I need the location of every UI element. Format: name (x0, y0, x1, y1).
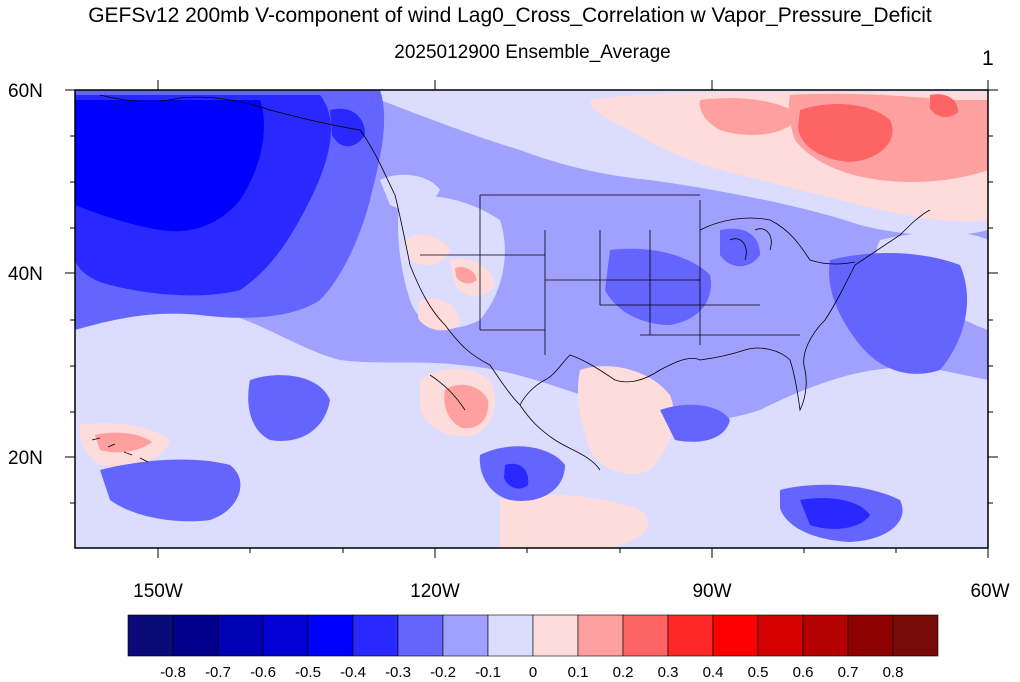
colorbar-label: 0.2 (613, 664, 634, 681)
lon-label-90w: 90W (692, 581, 731, 602)
colorbar-swatch (847, 614, 894, 657)
colorbar-swatch (802, 614, 849, 657)
colorbar-swatch (172, 614, 219, 657)
colorbar-swatch (892, 614, 939, 657)
lon-label-60w: 60W (970, 581, 1009, 602)
plot-title: GEFSv12 200mb V-component of wind Lag0_C… (88, 4, 932, 27)
colorbar-swatch (712, 614, 759, 657)
lon-label-150w: 150W (133, 581, 183, 602)
colorbar-label: 0.1 (568, 664, 589, 681)
colorbar-swatch (622, 614, 669, 657)
axis-ticks (65, 80, 998, 558)
panel-number: 1 (982, 47, 994, 70)
colorbar-label: 0.5 (748, 664, 769, 681)
plot-subtitle: 2025012900 Ensemble_Average (394, 42, 671, 63)
lat-label-40n: 40N (8, 264, 43, 285)
colorbar-label: -0.1 (475, 664, 501, 681)
colorbar-label: -0.3 (385, 664, 411, 681)
colorbar-label: 0.6 (793, 664, 814, 681)
colorbar-label: -0.7 (205, 664, 231, 681)
coastlines (91, 94, 931, 471)
colorbar-swatch (352, 614, 399, 657)
colorbar-label: -0.2 (430, 664, 456, 681)
colorbar-label: 0.8 (883, 664, 904, 681)
colorbar-label: 0.7 (838, 664, 859, 681)
colorbar-label: 0.3 (658, 664, 679, 681)
lat-label-60n: 60N (8, 81, 43, 102)
lon-label-120w: 120W (410, 581, 460, 602)
colorbar-swatch (577, 614, 624, 657)
colorbar: -0.8 -0.7 -0.6 -0.5 -0.4 -0.3 -0.2 -0.1 0 0.1 0.2 0… (127, 614, 939, 681)
colorbar-label: -0.8 (160, 664, 186, 681)
correlation-field (75, 90, 988, 548)
colorbar-swatch (127, 614, 174, 657)
colorbar-label: 0.4 (703, 664, 724, 681)
colorbar-label: -0.4 (340, 664, 366, 681)
colorbar-swatch (487, 614, 534, 657)
colorbar-swatch (442, 614, 489, 657)
colorbar-swatch (262, 614, 309, 657)
colorbar-swatch (532, 614, 579, 657)
colorbar-swatch (307, 614, 354, 657)
colorbar-swatch (397, 614, 444, 657)
colorbar-label: -0.5 (295, 664, 321, 681)
map-frame (74, 89, 989, 549)
colorbar-swatch (217, 614, 264, 657)
colorbar-swatch (757, 614, 804, 657)
colorbar-swatch (667, 614, 714, 657)
colorbar-label: 0 (529, 664, 537, 681)
colorbar-label: -0.6 (250, 664, 276, 681)
lat-label-20n: 20N (8, 448, 43, 469)
